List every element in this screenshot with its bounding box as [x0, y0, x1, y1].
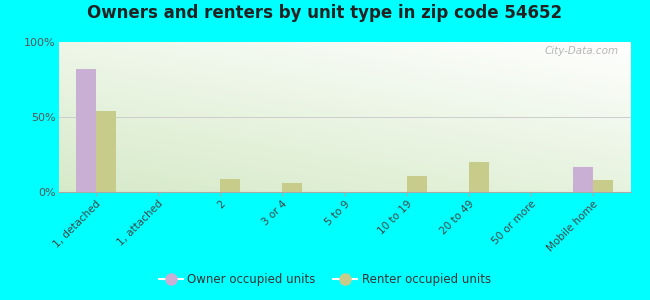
Bar — [76, 69, 96, 192]
Legend: Owner occupied units, Renter occupied units: Owner occupied units, Renter occupied un… — [154, 269, 496, 291]
Bar — [282, 183, 302, 192]
Bar — [593, 180, 613, 192]
Bar — [220, 178, 240, 192]
Bar — [469, 162, 489, 192]
Text: City-Data.com: City-Data.com — [545, 46, 619, 56]
Bar — [407, 176, 426, 192]
Bar — [96, 111, 116, 192]
Bar — [573, 167, 593, 192]
Text: Owners and renters by unit type in zip code 54652: Owners and renters by unit type in zip c… — [88, 4, 562, 22]
